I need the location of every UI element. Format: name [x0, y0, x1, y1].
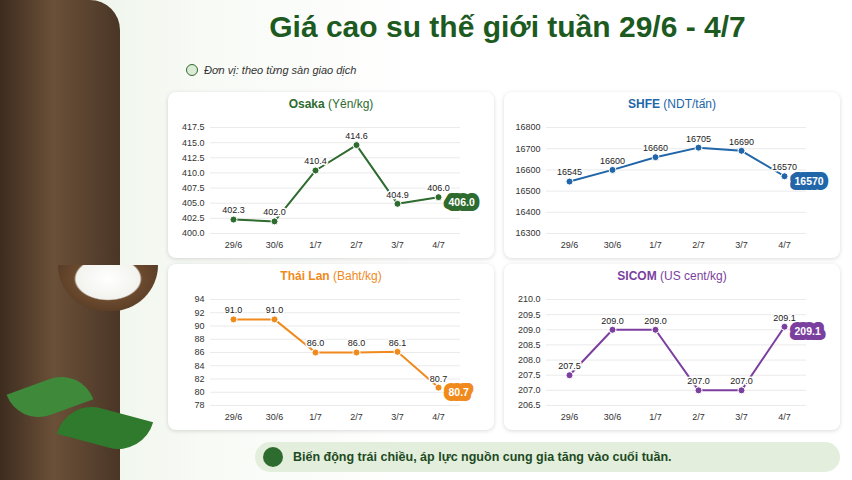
- svg-text:29/6: 29/6: [225, 240, 243, 250]
- svg-text:209.0: 209.0: [518, 325, 541, 335]
- svg-text:407.5: 407.5: [182, 183, 205, 193]
- svg-text:209.0: 209.0: [601, 316, 624, 326]
- svg-text:4/7: 4/7: [432, 412, 445, 422]
- svg-text:16690: 16690: [729, 137, 754, 147]
- svg-text:16660: 16660: [643, 143, 668, 153]
- svg-text:207.0: 207.0: [518, 385, 541, 395]
- svg-text:16545: 16545: [557, 167, 582, 177]
- svg-text:1/7: 1/7: [649, 240, 662, 250]
- svg-text:80.7: 80.7: [449, 386, 470, 398]
- svg-text:417.5: 417.5: [182, 122, 205, 132]
- svg-text:88: 88: [194, 334, 204, 344]
- svg-text:16300: 16300: [515, 228, 540, 238]
- svg-text:209.0: 209.0: [644, 316, 667, 326]
- svg-text:206.5: 206.5: [518, 400, 541, 410]
- svg-text:30/6: 30/6: [604, 412, 622, 422]
- svg-text:207.5: 207.5: [558, 361, 581, 371]
- svg-text:405.0: 405.0: [182, 198, 205, 208]
- svg-text:1/7: 1/7: [649, 412, 662, 422]
- svg-text:209.1: 209.1: [773, 313, 796, 323]
- html-text:Osaka (Yên/kg): Osaka (Yên/kg): [288, 97, 374, 111]
- svg-text:91.0: 91.0: [225, 305, 243, 315]
- svg-text:406.0: 406.0: [427, 183, 450, 193]
- svg-text:29/6: 29/6: [561, 412, 579, 422]
- svg-text:80.7: 80.7: [430, 373, 448, 383]
- svg-text:400.0: 400.0: [182, 228, 205, 238]
- svg-text:412.5: 412.5: [182, 153, 205, 163]
- svg-text:82: 82: [194, 374, 204, 384]
- svg-text:1/7: 1/7: [309, 240, 322, 250]
- svg-text:86.0: 86.0: [348, 338, 366, 348]
- svg-text:4/7: 4/7: [432, 240, 445, 250]
- html-text:Thái Lan (Baht/kg): Thái Lan (Baht/kg): [280, 269, 382, 283]
- svg-text:410.4: 410.4: [304, 156, 327, 166]
- svg-text:3/7: 3/7: [735, 412, 748, 422]
- svg-text:92: 92: [194, 308, 204, 318]
- svg-text:16570: 16570: [795, 175, 824, 187]
- svg-text:86.0: 86.0: [307, 338, 325, 348]
- svg-text:2/7: 2/7: [692, 412, 705, 422]
- svg-text:414.6: 414.6: [345, 131, 368, 141]
- svg-text:86: 86: [194, 347, 204, 357]
- svg-text:207.0: 207.0: [730, 376, 753, 386]
- svg-text:410.0: 410.0: [182, 168, 205, 178]
- html-text:Giá cao su thế giới tuần 29/6: Giá cao su thế giới tuần 29/6 - 4/7: [269, 10, 746, 43]
- svg-text:16705: 16705: [686, 134, 711, 144]
- svg-text:209.1: 209.1: [795, 325, 821, 337]
- svg-text:3/7: 3/7: [391, 240, 404, 250]
- svg-text:91.0: 91.0: [266, 305, 284, 315]
- svg-text:406.0: 406.0: [449, 196, 475, 208]
- svg-text:402.3: 402.3: [222, 205, 245, 215]
- svg-text:402.5: 402.5: [182, 213, 205, 223]
- html-text:Biến động trái chiều, áp lực n: Biến động trái chiều, áp lực nguồn cung …: [293, 450, 672, 464]
- svg-text:30/6: 30/6: [604, 240, 622, 250]
- svg-text:90: 90: [194, 321, 204, 331]
- html-text:SICOM (US cent/kg): SICOM (US cent/kg): [617, 269, 727, 283]
- svg-text:404.9: 404.9: [386, 190, 409, 200]
- svg-text:16500: 16500: [515, 186, 540, 196]
- svg-text:207.5: 207.5: [518, 370, 541, 380]
- html-text:Đơn vị: theo từng sàn giao dịc: Đơn vị: theo từng sàn giao dịch: [204, 64, 357, 76]
- svg-text:402.0: 402.0: [263, 207, 286, 217]
- svg-text:29/6: 29/6: [225, 412, 243, 422]
- svg-text:2/7: 2/7: [350, 412, 363, 422]
- svg-text:208.5: 208.5: [518, 340, 541, 350]
- svg-text:210.0: 210.0: [518, 294, 541, 304]
- svg-text:16700: 16700: [515, 144, 540, 154]
- svg-text:16600: 16600: [600, 156, 625, 166]
- svg-text:4/7: 4/7: [778, 412, 791, 422]
- svg-text:30/6: 30/6: [266, 240, 284, 250]
- svg-text:3/7: 3/7: [391, 412, 404, 422]
- svg-text:29/6: 29/6: [561, 240, 579, 250]
- svg-text:2/7: 2/7: [350, 240, 363, 250]
- svg-text:80: 80: [194, 387, 204, 397]
- svg-text:209.5: 209.5: [518, 310, 541, 320]
- svg-text:1/7: 1/7: [309, 412, 322, 422]
- svg-text:78: 78: [194, 400, 204, 410]
- svg-text:30/6: 30/6: [266, 412, 284, 422]
- svg-text:3/7: 3/7: [735, 240, 748, 250]
- svg-text:208.0: 208.0: [518, 355, 541, 365]
- svg-text:86.1: 86.1: [389, 338, 407, 348]
- html-text:SHFE (NDT/tấn): SHFE (NDT/tấn): [628, 97, 716, 111]
- svg-text:16570: 16570: [772, 162, 797, 172]
- svg-text:4/7: 4/7: [778, 240, 791, 250]
- svg-text:207.0: 207.0: [687, 376, 710, 386]
- svg-text:415.0: 415.0: [182, 138, 205, 148]
- svg-text:94: 94: [194, 294, 204, 304]
- svg-text:16400: 16400: [515, 207, 540, 217]
- svg-text:16800: 16800: [515, 122, 540, 132]
- svg-text:2/7: 2/7: [692, 240, 705, 250]
- svg-text:84: 84: [194, 361, 204, 371]
- svg-text:16600: 16600: [515, 165, 540, 175]
